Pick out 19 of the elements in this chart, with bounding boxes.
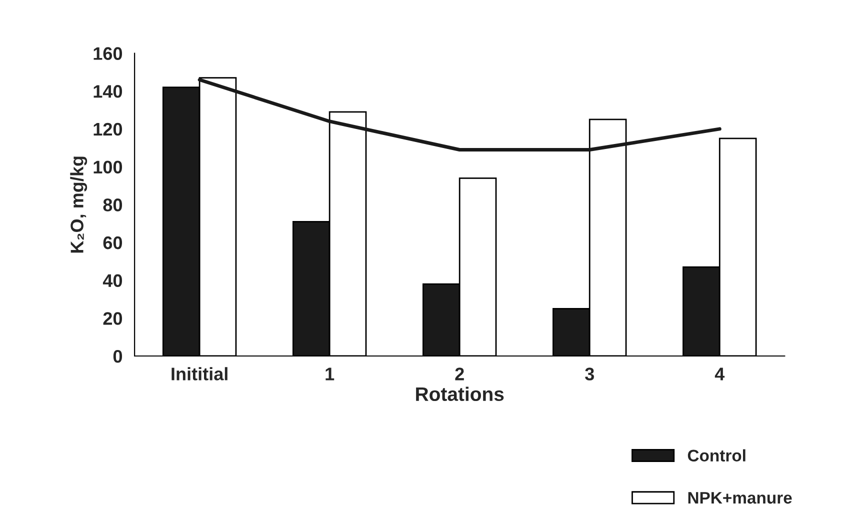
line-series	[198, 78, 722, 152]
y-tick-label: 100	[94, 160, 122, 174]
y-tick-label: 80	[103, 198, 122, 212]
x-tick-label: 1	[326, 368, 334, 380]
y-axis-title: K₂O, mg/kg	[70, 156, 88, 253]
x-tick-label: 3	[585, 368, 594, 380]
legend-label: NPK+manure	[688, 492, 792, 504]
y-tick-label: 20	[103, 312, 122, 325]
y-tick-label: 120	[94, 122, 122, 136]
x-axis-title: Rotations	[416, 386, 504, 402]
y-tick-label: 140	[94, 85, 122, 98]
legend-label: Control	[688, 449, 746, 462]
x-tick-label: 4	[714, 368, 725, 380]
x-tick-label: Inititial	[172, 367, 228, 380]
y-tick-label: 160	[94, 47, 122, 60]
y-tick-label: 60	[103, 236, 122, 250]
y-tick-label: 0	[113, 350, 122, 363]
x-tick-label: 2	[455, 368, 464, 380]
y-tick-label: 40	[102, 274, 122, 288]
